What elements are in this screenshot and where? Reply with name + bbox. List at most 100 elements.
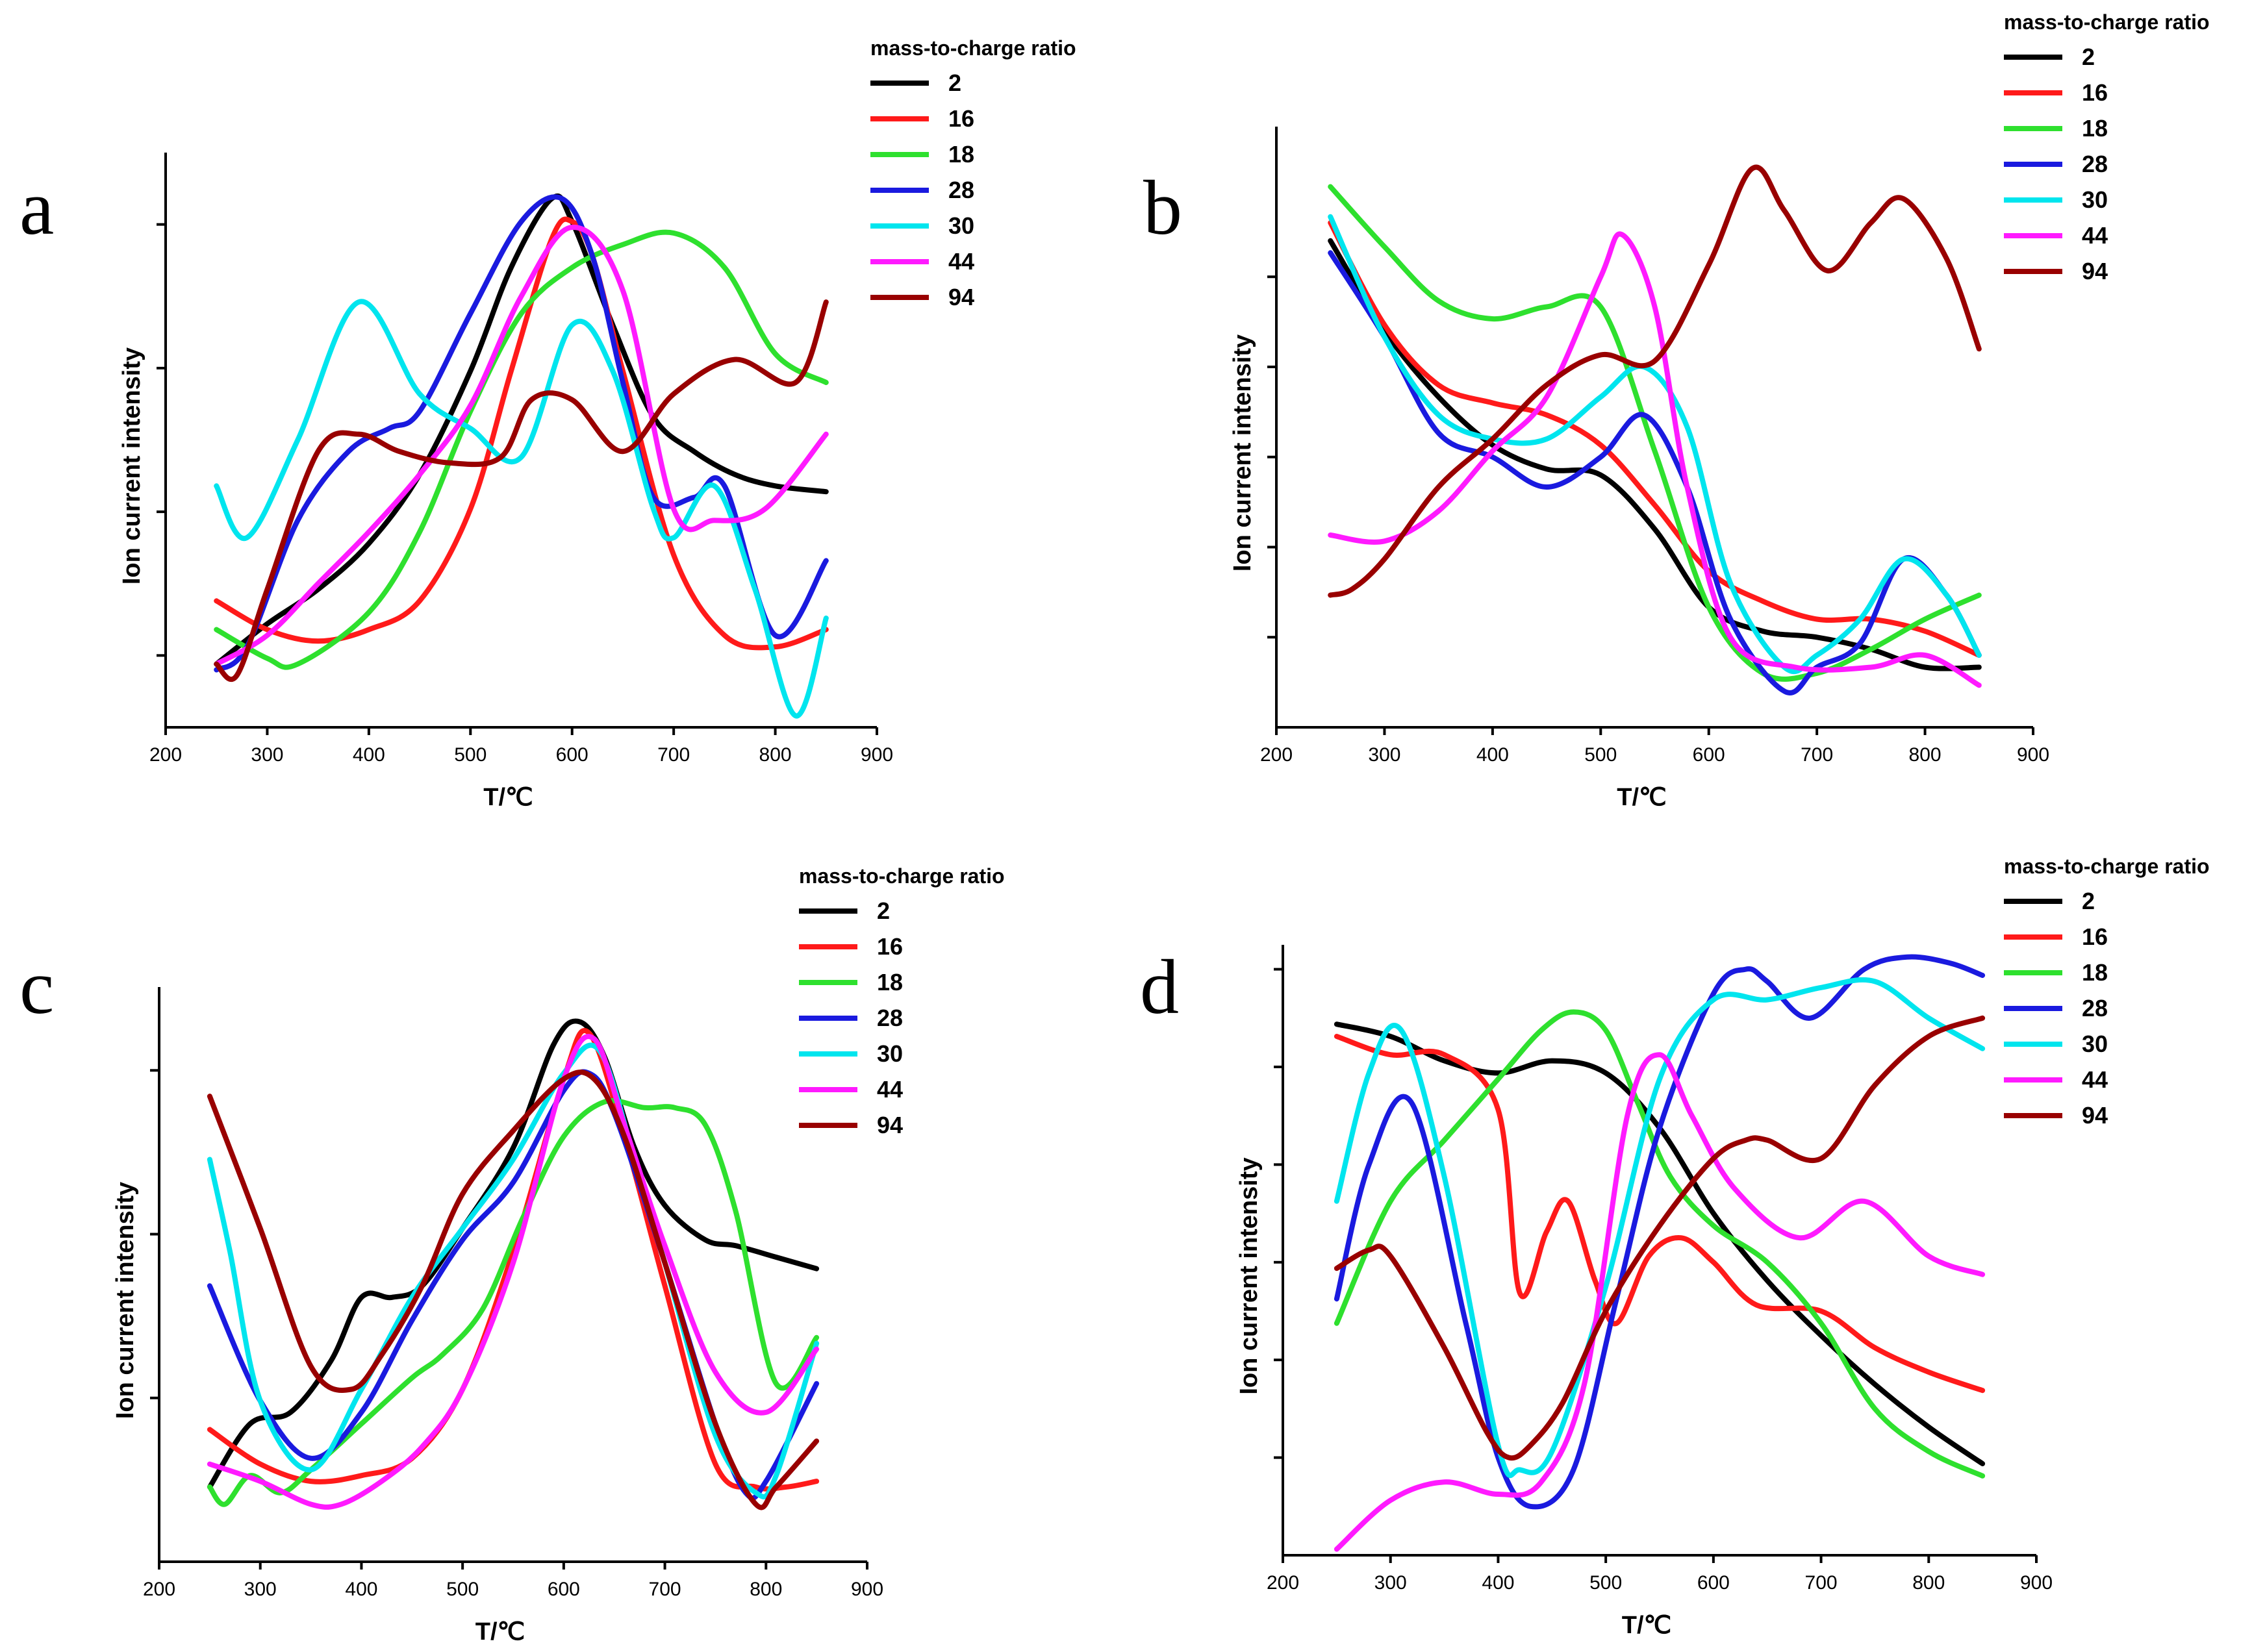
x-tick-label: 800 <box>1909 744 1942 766</box>
series-line-2 <box>214 193 829 667</box>
x-tick-label: 500 <box>1584 744 1617 766</box>
panel-d: d 200 300 400 500 600 700 800 900 T/℃ Ion current … <box>1140 855 2210 1639</box>
series-line-2 <box>1334 1021 1986 1466</box>
x-tick-label: 800 <box>1912 1572 1945 1594</box>
series-line-44 <box>1334 1052 1986 1552</box>
x-axis-title: T/℃ <box>1622 1612 1671 1639</box>
panel-letter: b <box>1143 164 1182 251</box>
y-axis-title: Ion current intensity <box>1235 1157 1263 1394</box>
x-tick-label: 500 <box>446 1579 479 1600</box>
y-axis-title: Ion current intensity <box>1229 334 1256 571</box>
legend-label-2: 2 <box>2082 888 2095 914</box>
x-tick-label: 900 <box>2017 744 2049 766</box>
legend-label-18: 18 <box>948 141 974 168</box>
x-tick-label: 300 <box>251 744 283 766</box>
legend-label-16: 16 <box>2082 79 2108 106</box>
legend-label-2: 2 <box>877 897 890 924</box>
x-tick-label: 200 <box>149 744 182 766</box>
legend-label-16: 16 <box>2082 923 2108 950</box>
y-axis-title: Ion current intensity <box>118 347 145 584</box>
x-tick-label: 700 <box>1801 744 1833 766</box>
x-tick-label: 600 <box>556 744 588 766</box>
y-axis-title: Ion current intensity <box>112 1182 139 1419</box>
x-tick-label: 300 <box>244 1579 277 1600</box>
series-line-30 <box>214 299 829 719</box>
legend-label-44: 44 <box>948 248 974 275</box>
series-line-18 <box>1328 184 1982 682</box>
legend-title: mass-to-charge ratio <box>2004 10 2210 34</box>
legend-label-28: 28 <box>2082 151 2108 177</box>
x-tick-label: 300 <box>1374 1572 1407 1594</box>
legend-title: mass-to-charge ratio <box>870 36 1076 60</box>
legend-label-30: 30 <box>2082 186 2108 213</box>
x-tick-label: 200 <box>1267 1572 1299 1594</box>
x-tick-label: 900 <box>851 1579 883 1600</box>
legend-title: mass-to-charge ratio <box>799 864 1005 888</box>
series-line-16 <box>1328 220 1982 658</box>
x-tick-label: 700 <box>657 744 690 766</box>
x-axis-title: T/℃ <box>483 784 533 811</box>
series-line-30 <box>1334 977 1986 1479</box>
legend-label-30: 30 <box>877 1040 903 1067</box>
x-tick-label: 600 <box>1693 744 1725 766</box>
panel-letter: d <box>1140 944 1179 1030</box>
series-line-44 <box>1328 231 1982 688</box>
legend-label-44: 44 <box>2082 222 2108 249</box>
x-tick-label: 200 <box>143 1579 175 1600</box>
panel-letter: c <box>19 944 54 1030</box>
x-axis-title: T/℃ <box>475 1618 525 1646</box>
x-tick-label: 400 <box>353 744 385 766</box>
series-line-94 <box>1334 1015 1986 1461</box>
x-tick-label: 700 <box>1805 1572 1838 1594</box>
legend-label-30: 30 <box>2082 1031 2108 1057</box>
x-tick-label: 400 <box>345 1579 377 1600</box>
series-line-28 <box>1334 954 1986 1510</box>
series-line-30 <box>207 1042 820 1499</box>
x-tick-label: 400 <box>1476 744 1509 766</box>
panel-c: c 200 300 400 500 600 700 800 900 T/℃ Ion current … <box>19 864 1005 1646</box>
series-line-16 <box>214 216 829 651</box>
x-axis-title: T/℃ <box>1617 784 1666 811</box>
x-tick-label: 800 <box>759 744 792 766</box>
x-tick-label: 900 <box>2020 1572 2053 1594</box>
legend-label-44: 44 <box>877 1076 903 1103</box>
panel-b: b 200 300 400 500 600 700 800 900 T/℃ Ion current … <box>1143 10 2210 811</box>
legend-label-18: 18 <box>877 969 903 995</box>
x-tick-label: 500 <box>1589 1572 1622 1594</box>
legend-label-16: 16 <box>877 933 903 960</box>
x-tick-label: 900 <box>861 744 893 766</box>
x-tick-label: 700 <box>649 1579 681 1600</box>
legend-label-18: 18 <box>2082 115 2108 142</box>
series-line-28 <box>1328 250 1982 695</box>
legend-label-28: 28 <box>877 1005 903 1031</box>
panel-letter: a <box>19 164 54 251</box>
series-line-18 <box>214 229 829 670</box>
legend-label-94: 94 <box>877 1112 903 1138</box>
series-line-30 <box>1328 214 1982 675</box>
x-tick-label: 600 <box>1697 1572 1730 1594</box>
legend-label-2: 2 <box>2082 44 2095 70</box>
series-line-28 <box>207 1069 820 1501</box>
legend-label-16: 16 <box>948 105 974 132</box>
x-tick-label: 300 <box>1368 744 1400 766</box>
legend-title: mass-to-charge ratio <box>2004 855 2210 878</box>
legend-label-18: 18 <box>2082 959 2108 986</box>
x-tick-label: 600 <box>548 1579 580 1600</box>
panel-a: a 200 300 400 500 600 700 800 900 T/℃ Ion current … <box>19 36 1076 811</box>
legend-label-44: 44 <box>2082 1066 2108 1093</box>
series-line-94 <box>1328 164 1982 598</box>
series-line-94 <box>214 299 829 682</box>
series-line-18 <box>1334 1009 1986 1479</box>
legend-label-94: 94 <box>2082 258 2108 284</box>
legend-label-28: 28 <box>948 177 974 203</box>
legend-label-94: 94 <box>948 284 974 310</box>
series-line-44 <box>214 224 829 667</box>
legend-label-94: 94 <box>2082 1102 2108 1129</box>
x-tick-label: 800 <box>750 1579 782 1600</box>
x-tick-label: 400 <box>1482 1572 1514 1594</box>
series-line-28 <box>214 194 829 673</box>
series-line-44 <box>207 1034 820 1510</box>
series-line-18 <box>207 1097 820 1507</box>
legend-label-2: 2 <box>948 69 961 96</box>
